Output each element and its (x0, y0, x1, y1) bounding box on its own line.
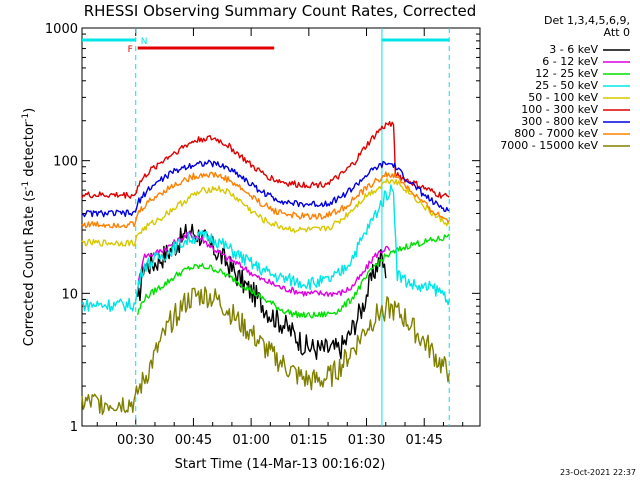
legend-label-5: 100 - 300 keV (521, 103, 598, 116)
legend-header-line-2: Att 0 (604, 26, 630, 39)
x-axis: 00:30 00:45 01:00 01:15 01:30 01:45 (96, 28, 464, 448)
y-axis-label: Corrected Count Rate (s-1 detector-1) (21, 108, 37, 346)
x-tick-label-4: 01:30 (348, 433, 385, 448)
x-tick-label-1: 00:45 (175, 433, 212, 448)
y-axis: 1 10 100 1000 (45, 22, 480, 435)
legend-label-6: 300 - 800 keV (521, 115, 598, 128)
night-flag-label: N (141, 37, 148, 47)
ylabel-part-main: Corrected Count Rate (s (22, 190, 37, 347)
flag-bars: NF (82, 28, 450, 426)
ylabel-sup-2: -1 (21, 113, 31, 122)
y-tick-label-1: 10 (61, 287, 78, 302)
flare-flag-label: F (128, 45, 133, 55)
legend-label-2: 12 - 25 keV (535, 67, 598, 80)
ylabel-sup-1: -1 (21, 181, 31, 190)
chart-title: RHESSI Observing Summary Count Rates, Co… (84, 2, 477, 20)
legend-label-7: 800 - 7000 keV (514, 127, 598, 140)
series-line-0 (137, 223, 387, 360)
x-tick-label-5: 01:45 (405, 433, 442, 448)
legend-label-0: 3 - 6 keV (549, 43, 598, 56)
series-line-8 (81, 286, 450, 416)
legend-label-4: 50 - 100 keV (528, 91, 598, 104)
series-line-4 (81, 177, 450, 247)
y-tick-label-3: 1000 (45, 22, 78, 37)
series-line-2 (137, 233, 450, 319)
x-tick-label-3: 01:15 (290, 433, 327, 448)
series-line-7 (81, 171, 450, 229)
series-line-3 (81, 184, 450, 312)
x-tick-label-0: 00:30 (117, 433, 154, 448)
legend-label-1: 6 - 12 keV (542, 55, 598, 68)
y-tick-label-2: 100 (53, 155, 78, 170)
legend-label-8: 7000 - 15000 keV (500, 139, 598, 152)
legend-label-3: 25 - 50 keV (535, 79, 598, 92)
series-layer (81, 120, 450, 416)
x-axis-label: Start Time (14-Mar-13 00:16:02) (175, 457, 386, 472)
plot-frame (81, 27, 481, 427)
x-tick-label-2: 01:00 (232, 433, 269, 448)
y-tick-label-0: 1 (70, 420, 78, 435)
ylabel-part-end: ) (22, 108, 37, 113)
footer-date: 23-Oct-2021 22:37 (560, 468, 636, 477)
ylabel-part-mid: detector (22, 121, 37, 181)
series-line-6 (81, 159, 450, 218)
series-line-1 (137, 230, 391, 297)
series-line-5 (81, 120, 450, 199)
legend-header-line-1: Det 1,3,4,5,6,9, (544, 14, 630, 27)
